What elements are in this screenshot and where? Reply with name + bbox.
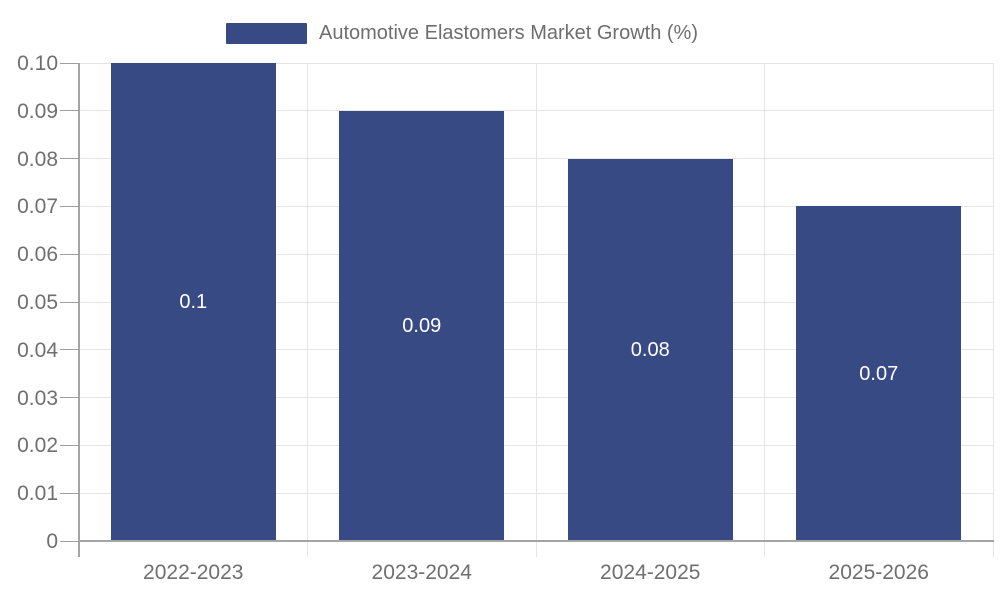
y-tick-label: 0.03 — [17, 386, 58, 410]
y-tick-label: 0.08 — [17, 147, 58, 171]
x-axis-line — [78, 540, 994, 542]
x-gridline — [764, 63, 765, 557]
y-tick-mark — [60, 62, 79, 64]
bar-value-label: 0.07 — [859, 362, 899, 385]
x-tick-label: 2024-2025 — [600, 561, 701, 584]
y-tick-mark — [60, 349, 79, 351]
y-tick-mark — [60, 253, 79, 255]
bar[interactable] — [110, 63, 276, 541]
x-gridline — [992, 63, 994, 557]
bar-value-label: 0.1 — [179, 291, 208, 313]
x-gridline — [535, 63, 537, 557]
y-tick-label: 0 — [46, 530, 58, 553]
legend-label: Automotive Elastomers Market Growth (%) — [319, 22, 698, 44]
bar-value-label: 0.09 — [402, 314, 442, 337]
y-tick-label: 0.05 — [17, 291, 58, 314]
x-gridline — [307, 63, 308, 557]
y-tick-label: 0.06 — [17, 243, 58, 267]
legend-item[interactable]: Automotive Elastomers Market Growth (%) — [226, 23, 698, 44]
y-tick-mark — [60, 301, 79, 303]
y-tick-mark — [60, 158, 79, 160]
legend-swatch — [226, 23, 307, 44]
y-tick-label: 0.02 — [17, 434, 58, 458]
x-tick-label: 2025-2026 — [828, 561, 929, 584]
y-tick-label: 0.01 — [17, 482, 58, 506]
y-tick-mark — [60, 540, 79, 542]
bar[interactable] — [339, 110, 505, 541]
bar[interactable] — [567, 158, 733, 541]
y-tick-label: 0.10 — [17, 52, 58, 75]
x-tick-label: 2022-2023 — [143, 561, 244, 584]
y-tick-label: 0.04 — [17, 338, 58, 362]
y-tick-mark — [60, 444, 79, 446]
y-tick-mark — [60, 205, 79, 207]
bar[interactable] — [796, 206, 962, 541]
y-tick-mark — [60, 397, 79, 399]
y-tick-label: 0.09 — [17, 99, 58, 123]
plot-area: 0 0.01 0.02 0.03 0.04 0.05 0.06 0.07 0.08 0.09 0.1… — [17, 53, 994, 583]
x-tick-label: 2023-2024 — [371, 561, 472, 584]
y-tick-mark — [60, 492, 79, 494]
y-tick-mark — [60, 110, 79, 112]
y-axis-line — [78, 63, 80, 557]
y-tick-label: 0.07 — [17, 195, 58, 219]
bar-value-label: 0.08 — [630, 338, 670, 361]
